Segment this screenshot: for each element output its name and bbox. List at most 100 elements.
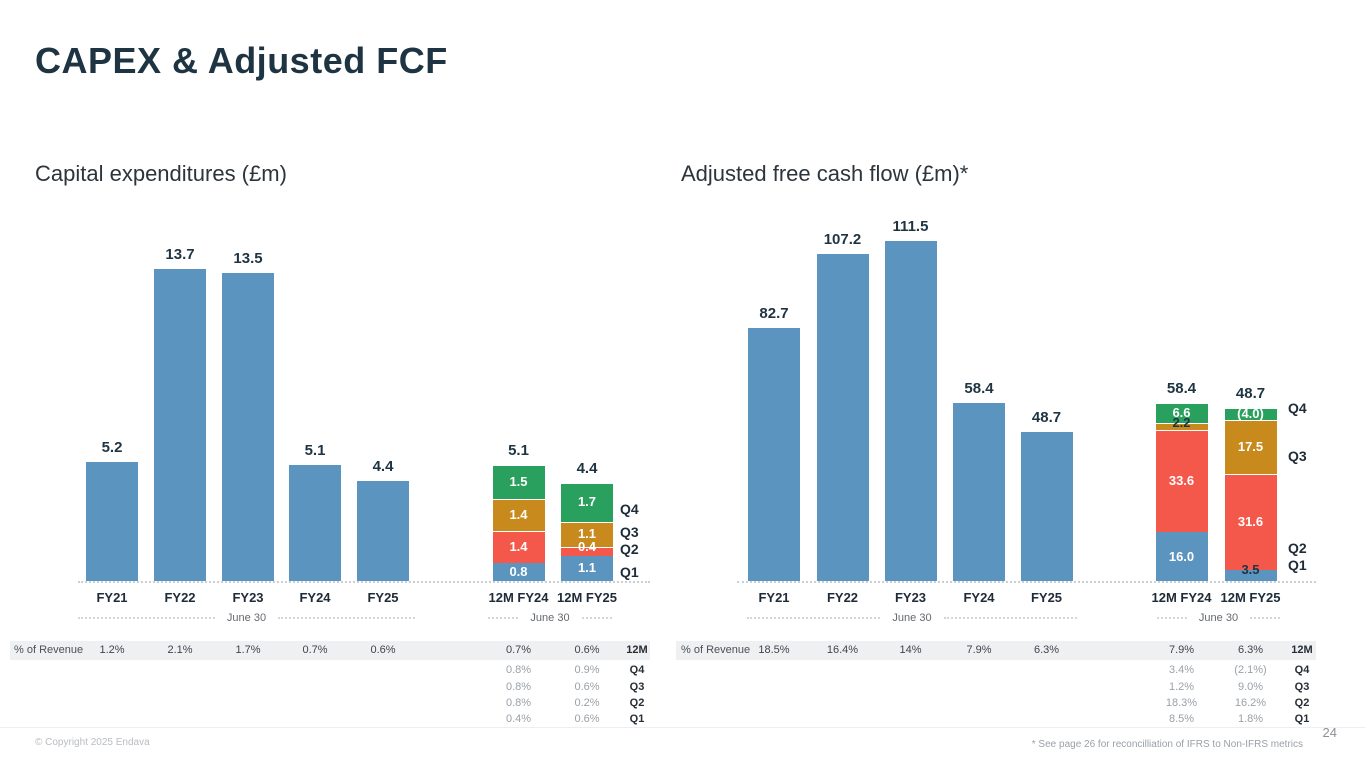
dotted-line: [488, 617, 519, 619]
table-value: 6.3%: [1033, 644, 1060, 656]
stacked-segment-q3: [1224, 420, 1277, 474]
stacked-segment-q3: [561, 521, 613, 547]
footnote-text: * See page 26 for reconcilliation of IFR…: [1031, 739, 1303, 750]
axis-category-label: FY22: [826, 590, 859, 605]
bar-value-label: 4.4: [372, 457, 394, 475]
table-row-tag: Q1: [629, 713, 645, 725]
annual-bar: [357, 480, 409, 581]
june-30-note: June 30: [78, 611, 415, 625]
quarter-axis-label: Q1: [1288, 557, 1307, 573]
stacked-total-label: 48.7: [1235, 385, 1266, 403]
table-value: 9.0%: [1237, 681, 1264, 693]
table-value: 1.2%: [1168, 681, 1195, 693]
bar-value-label: 107.2: [823, 230, 862, 248]
bar-value-label: 48.7: [1031, 409, 1062, 427]
annual-bar: [222, 273, 274, 581]
axis-category-label: FY25: [1030, 590, 1063, 605]
stacked-segment-q4: [1155, 402, 1208, 423]
axis-category-label: FY23: [232, 590, 264, 605]
axis-category-label: FY21: [758, 590, 790, 605]
stacked-segment-q2: [1155, 429, 1208, 533]
axis-category-label: 12M FY25: [1220, 590, 1281, 605]
table-value: 0.6%: [370, 644, 396, 656]
left-chart-title: Capital expenditures (£m): [35, 161, 287, 186]
june-30-note: June 30: [747, 611, 1077, 625]
segment-value-label: 17.5: [1237, 439, 1264, 455]
dotted-line: [943, 617, 1077, 619]
june-30-note: June 30: [1157, 611, 1280, 625]
bar-value-label: 5.1: [304, 441, 326, 459]
table-row-tag: 12M: [626, 644, 648, 656]
segment-value-label: 1.4: [509, 538, 528, 554]
dotted-line: [78, 617, 215, 619]
segment-value-label: 1.4: [509, 506, 528, 522]
annual-bar: [289, 464, 341, 581]
segment-value-label: 2.2: [1172, 414, 1191, 430]
quarter-axis-label: Q4: [1288, 400, 1307, 416]
stacked-total-label: 4.4: [576, 459, 598, 477]
segment-value-label: 1.1: [577, 560, 597, 576]
table-value: 0.8%: [505, 681, 532, 693]
june-30-note: June 30: [488, 611, 612, 625]
axis-category-label: 12M FY24: [488, 590, 549, 605]
table-row-tag: Q2: [1294, 697, 1310, 709]
stacked-segment-q3: [492, 498, 545, 531]
segment-value-label: 0.4: [577, 538, 597, 554]
table-value: 8.5%: [1168, 713, 1195, 725]
table-value: 0.4%: [505, 713, 532, 725]
segment-value-label: 1.5: [509, 473, 528, 489]
quarter-axis-label: Q2: [1288, 540, 1307, 556]
x-axis-baseline: [78, 581, 650, 583]
stacked-segment-q2: [561, 546, 613, 556]
segment-value-label: 1.1: [577, 526, 597, 542]
table-value: 14%: [899, 644, 922, 656]
bar-value-label: 5.2: [101, 439, 123, 457]
right-chart-title: Adjusted free cash flow (£m)*: [681, 161, 969, 186]
quarter-axis-label: Q4: [620, 501, 639, 517]
table-value: 18.3%: [1165, 697, 1198, 709]
table-row-tag: Q1: [1294, 713, 1310, 725]
table-value: 16.2%: [1234, 697, 1267, 709]
table-row-tag: 12M: [1291, 644, 1313, 656]
segment-value-label: 1.7: [577, 494, 597, 510]
annual-bar: [154, 268, 206, 581]
segment-value-label: 0.8: [509, 563, 528, 579]
table-value: 1.8%: [1237, 713, 1264, 725]
quarter-axis-label: Q1: [620, 564, 639, 580]
june-30-label: June 30: [892, 612, 932, 624]
annual-bar: [1020, 432, 1073, 581]
stacked-segment-q3: [1155, 422, 1208, 430]
table-value: 0.6%: [574, 713, 600, 725]
table-value: 3.4%: [1168, 664, 1195, 676]
table-value: (2.1%): [1234, 664, 1267, 676]
table-value: 0.9%: [574, 664, 600, 676]
footer-divider: [0, 727, 1365, 728]
annual-bar: [86, 462, 138, 581]
table-value: 0.8%: [505, 664, 532, 676]
dotted-line: [747, 617, 881, 619]
stacked-segment-q1: [1155, 532, 1208, 581]
table-value: 7.9%: [1168, 644, 1195, 656]
table-value: 6.3%: [1237, 644, 1264, 656]
table-value: 2.1%: [167, 644, 193, 656]
june-30-label: June 30: [530, 612, 570, 624]
stacked-segment-q2: [1224, 473, 1277, 571]
june-30-label: June 30: [226, 612, 267, 624]
stacked-total-label: 5.1: [508, 441, 529, 459]
segment-value-label: 33.6: [1168, 472, 1195, 488]
table-row-tag: Q2: [629, 697, 645, 709]
table-value: 16.4%: [826, 644, 859, 656]
quarter-axis-label: Q3: [620, 524, 639, 540]
stacked-segment-q4: [492, 464, 545, 499]
table-value: 1.7%: [235, 644, 261, 656]
page-title: CAPEX & Adjusted FCF: [35, 40, 448, 81]
stacked-segment-q4: [561, 482, 613, 522]
segment-value-label: 6.6: [1172, 404, 1191, 420]
table-value: 0.8%: [505, 697, 532, 709]
segment-value-label: 16.0: [1168, 548, 1195, 564]
axis-category-label: FY23: [894, 590, 927, 605]
axis-category-label: FY24: [299, 590, 331, 605]
table-value: 1.2%: [99, 644, 125, 656]
segment-value-label: 31.6: [1237, 514, 1264, 530]
